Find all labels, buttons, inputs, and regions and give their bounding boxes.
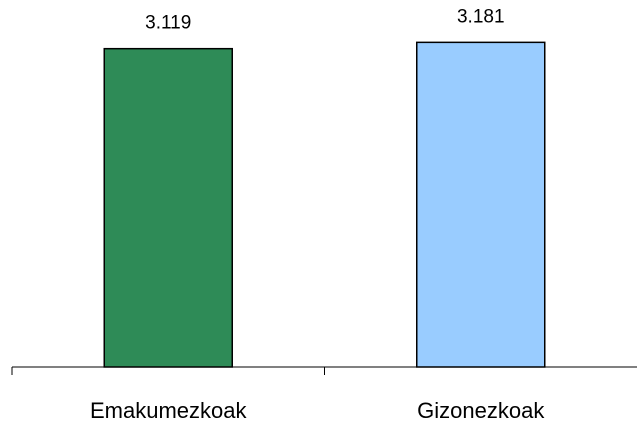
value-labels-group: 3.119 3.181 xyxy=(145,6,504,33)
x-axis xyxy=(11,366,637,375)
bar-emakumezkoak xyxy=(103,47,233,368)
x-tick-label-emakumezkoak: Emakumezkoak xyxy=(90,398,248,423)
x-tick-label-gizonezkoak: Gizonezkoak xyxy=(417,398,545,423)
x-tick-labels-group: Emakumezkoak Gizonezkoak xyxy=(90,398,545,423)
bar-gizonezkoak xyxy=(416,41,546,368)
value-label-gizonezkoak: 3.181 xyxy=(457,6,505,27)
bars-group xyxy=(103,41,546,368)
value-label-emakumezkoak: 3.119 xyxy=(145,13,191,34)
